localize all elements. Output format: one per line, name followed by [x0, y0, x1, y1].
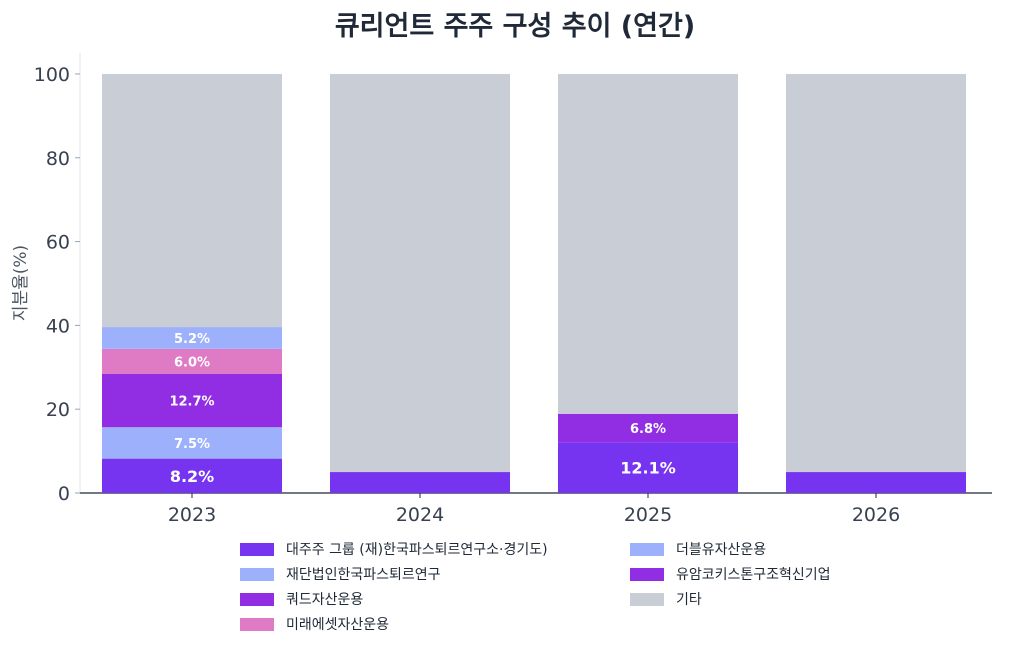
legend-swatch — [240, 592, 274, 606]
y-tick-label: 60 — [46, 232, 70, 254]
x-tick-label: 2023 — [168, 504, 216, 526]
y-tick-label: 40 — [46, 315, 70, 337]
data-label: 6.0% — [174, 355, 210, 370]
x-tick-label: 2025 — [624, 504, 672, 526]
legend-label: 쿼드자산운용 — [286, 592, 364, 608]
bar-segment — [102, 458, 282, 493]
bar-segment — [102, 73, 282, 328]
legend-label: 기타 — [676, 592, 702, 608]
chart-title: 큐리언트 주주 구성 추이 (연간) — [334, 11, 696, 42]
legend-swatch — [630, 592, 664, 606]
legend-swatch — [240, 542, 274, 556]
bar-segment — [102, 373, 282, 428]
legend-swatch — [630, 542, 664, 556]
bar-segment — [102, 327, 282, 349]
bar-segment — [330, 472, 510, 493]
legend-swatch — [630, 567, 664, 581]
legend-label: 더블유자산운용 — [676, 542, 767, 558]
legend-item: 더블유자산운용 — [630, 539, 766, 559]
legend-swatch — [240, 617, 274, 631]
legend-label: 대주주 그룹 (재)한국파스퇴르연구소·경기도) — [286, 542, 548, 558]
legend-item: 대주주 그룹 (재)한국파스퇴르연구소·경기도) — [240, 539, 548, 559]
data-label: 8.2% — [170, 467, 214, 486]
data-label: 7.5% — [174, 437, 210, 452]
bar-segment — [558, 413, 738, 443]
y-tick-label: 80 — [46, 148, 70, 170]
legend-item: 기타 — [630, 589, 702, 609]
bar-segment — [786, 73, 966, 473]
legend-label: 미래에셋자산운용 — [286, 617, 390, 633]
legend-label: 재단법인한국파스퇴르연구 — [286, 567, 441, 583]
bar-segment — [786, 472, 966, 493]
legend-item: 쿼드자산운용 — [240, 589, 363, 609]
data-label: 12.1% — [620, 459, 676, 478]
bar-segment — [558, 73, 738, 414]
bar-segment — [330, 73, 510, 473]
x-tick-label: 2024 — [396, 504, 444, 526]
bar-segment — [558, 442, 738, 493]
y-axis-label: 지분율(%) — [11, 245, 31, 321]
legend-item: 미래에셋자산운용 — [240, 614, 389, 634]
legend-item: 유암코키스톤구조혁신기업 — [630, 564, 831, 584]
legend-item: 재단법인한국파스퇴르연구 — [240, 564, 441, 584]
x-tick-label: 2026 — [852, 504, 900, 526]
y-tick-label: 100 — [34, 64, 70, 86]
y-tick-label: 0 — [58, 483, 70, 505]
legend-label: 유암코키스톤구조혁신기업 — [676, 567, 831, 583]
data-label: 6.8% — [630, 422, 666, 437]
bar-segment — [102, 427, 282, 459]
data-label: 5.2% — [174, 332, 210, 347]
bar-segment — [102, 348, 282, 374]
y-tick-label: 20 — [46, 399, 70, 421]
legend-swatch — [240, 567, 274, 581]
data-label: 12.7% — [169, 395, 214, 410]
